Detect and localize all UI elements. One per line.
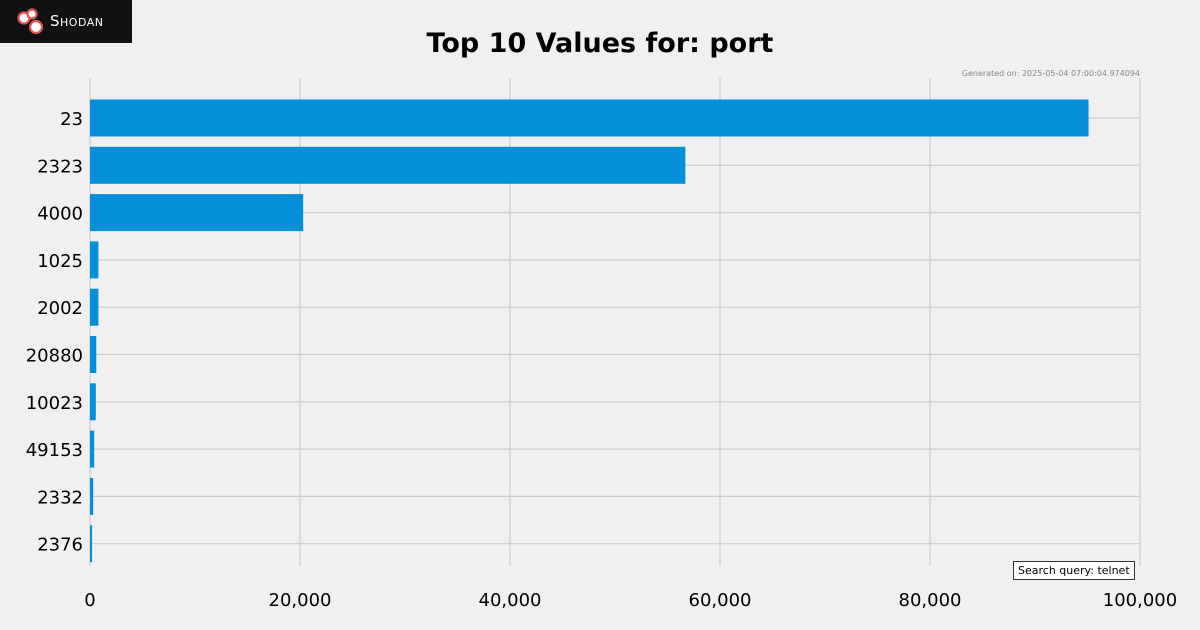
y-tick-label: 2332 [37,487,83,508]
logo-text: Shodan [50,12,104,30]
y-tick-label: 1025 [37,251,83,272]
bar [90,288,99,326]
bar [90,336,97,373]
y-tick-label: 2002 [37,298,83,319]
bar [90,383,96,421]
shodan-logo-icon [17,8,44,35]
x-tick-label: 20,000 [269,590,332,611]
bar [90,146,686,184]
y-tick-label: 23 [60,109,83,130]
y-tick-label: 10023 [26,393,83,414]
bar [90,194,304,232]
bar [90,430,95,468]
chart-title: Top 10 Values for: port [426,28,774,59]
x-tick-label: 80,000 [899,590,962,611]
bar [90,525,93,563]
x-tick-label: 100,000 [1103,590,1177,611]
generated-timestamp: Generated on: 2025-05-04 07:00:04.974094 [961,69,1140,78]
x-tick-label: 60,000 [689,590,752,611]
shodan-logo: Shodan [0,0,132,43]
y-tick-label: 2323 [37,156,83,177]
x-tick-label: 0 [84,590,95,611]
bar [90,477,94,515]
bar [90,99,1089,137]
bar [90,241,99,279]
search-query-box: Search query: telnet [1013,561,1135,580]
y-tick-label: 20880 [26,346,83,367]
y-tick-label: 4000 [37,204,83,225]
x-tick-label: 40,000 [479,590,542,611]
y-tick-label: 2376 [37,535,83,556]
y-tick-label: 49153 [26,440,83,461]
